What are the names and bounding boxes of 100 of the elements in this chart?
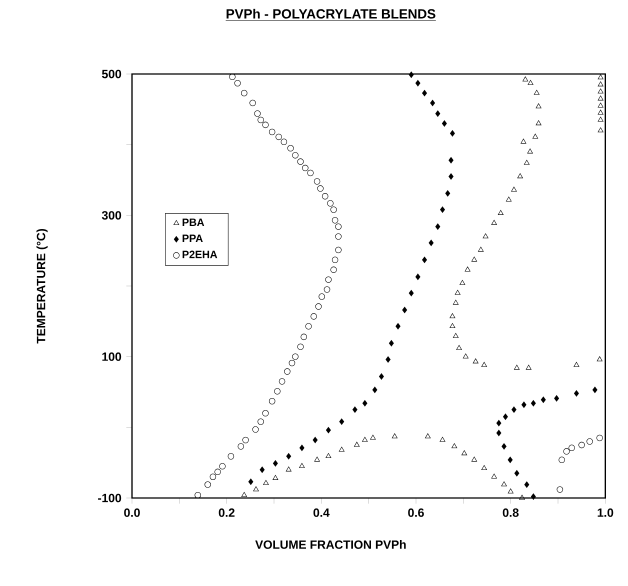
point [274, 388, 281, 394]
point [305, 323, 312, 330]
point [422, 256, 427, 264]
point [252, 426, 259, 433]
point [408, 72, 414, 78]
point [415, 80, 420, 86]
point [408, 290, 414, 296]
x-axis-title: VOLUME FRACTION PVPh [255, 540, 406, 549]
point [324, 286, 330, 293]
point [204, 481, 211, 488]
point [315, 303, 322, 310]
point [396, 323, 400, 330]
y-tick-label: 100 [102, 352, 122, 361]
point [292, 353, 299, 360]
point [258, 116, 264, 124]
point [540, 396, 546, 403]
point [530, 400, 536, 407]
point [325, 276, 332, 283]
x-tick-label: 0.0 [124, 508, 140, 517]
point [262, 410, 269, 416]
point [445, 190, 450, 197]
point [568, 444, 575, 452]
point [558, 456, 565, 464]
x-tick-label: 0.6 [408, 508, 424, 517]
point [442, 120, 447, 127]
point [330, 266, 337, 273]
point [314, 178, 320, 185]
point [240, 90, 248, 96]
point [435, 110, 440, 117]
point [258, 418, 264, 425]
y-tick-label: 500 [102, 70, 122, 78]
point [286, 453, 292, 460]
point [596, 434, 603, 442]
point [388, 340, 394, 346]
point [496, 430, 502, 436]
point [362, 400, 368, 407]
point [496, 420, 502, 426]
point [386, 356, 391, 363]
point [268, 128, 276, 136]
point [276, 134, 282, 140]
chart-title: PVPh - POLYACRYLATE BLENDS [226, 8, 436, 19]
point [335, 223, 342, 230]
point [300, 334, 308, 340]
point [278, 378, 286, 385]
point [332, 256, 338, 264]
point [242, 436, 249, 444]
point [430, 100, 436, 106]
point [592, 386, 598, 394]
point [524, 481, 530, 488]
point [422, 90, 427, 96]
x-tick-label: 0.4 [313, 508, 330, 517]
point [428, 240, 434, 246]
point [372, 386, 378, 394]
point [563, 448, 570, 455]
x-tick-label: 0.2 [218, 508, 235, 517]
point [310, 313, 317, 320]
point [556, 486, 564, 493]
point [299, 444, 304, 452]
point [450, 130, 455, 137]
point [260, 466, 265, 473]
point [448, 173, 454, 180]
point [332, 217, 338, 224]
point [335, 233, 342, 240]
point [339, 418, 344, 425]
point [317, 185, 324, 192]
point [514, 470, 520, 476]
point [194, 492, 201, 498]
point [307, 170, 314, 176]
point [272, 460, 278, 467]
legend-label: PBA [182, 218, 204, 226]
point [287, 144, 294, 152]
point [326, 426, 331, 434]
point [521, 402, 526, 408]
legend-label: P2EHA [182, 250, 218, 258]
point [297, 344, 304, 350]
point [248, 478, 254, 485]
point [335, 246, 342, 254]
point [502, 414, 508, 420]
point [229, 74, 236, 80]
point [249, 100, 256, 106]
point [302, 164, 308, 172]
point [574, 390, 579, 397]
x-tick-label: 0.8 [502, 508, 519, 517]
point [378, 373, 384, 380]
point [284, 368, 290, 375]
point [254, 110, 261, 117]
point [280, 138, 288, 146]
point [268, 398, 276, 404]
point [234, 80, 241, 86]
point [448, 157, 454, 164]
point [578, 442, 585, 448]
point [238, 443, 244, 450]
point [352, 406, 358, 413]
point [415, 274, 420, 280]
point [402, 306, 408, 314]
point [554, 395, 560, 402]
point [318, 293, 326, 300]
point [327, 200, 334, 207]
point [435, 223, 440, 230]
y-tick-label: -100 [98, 494, 122, 502]
